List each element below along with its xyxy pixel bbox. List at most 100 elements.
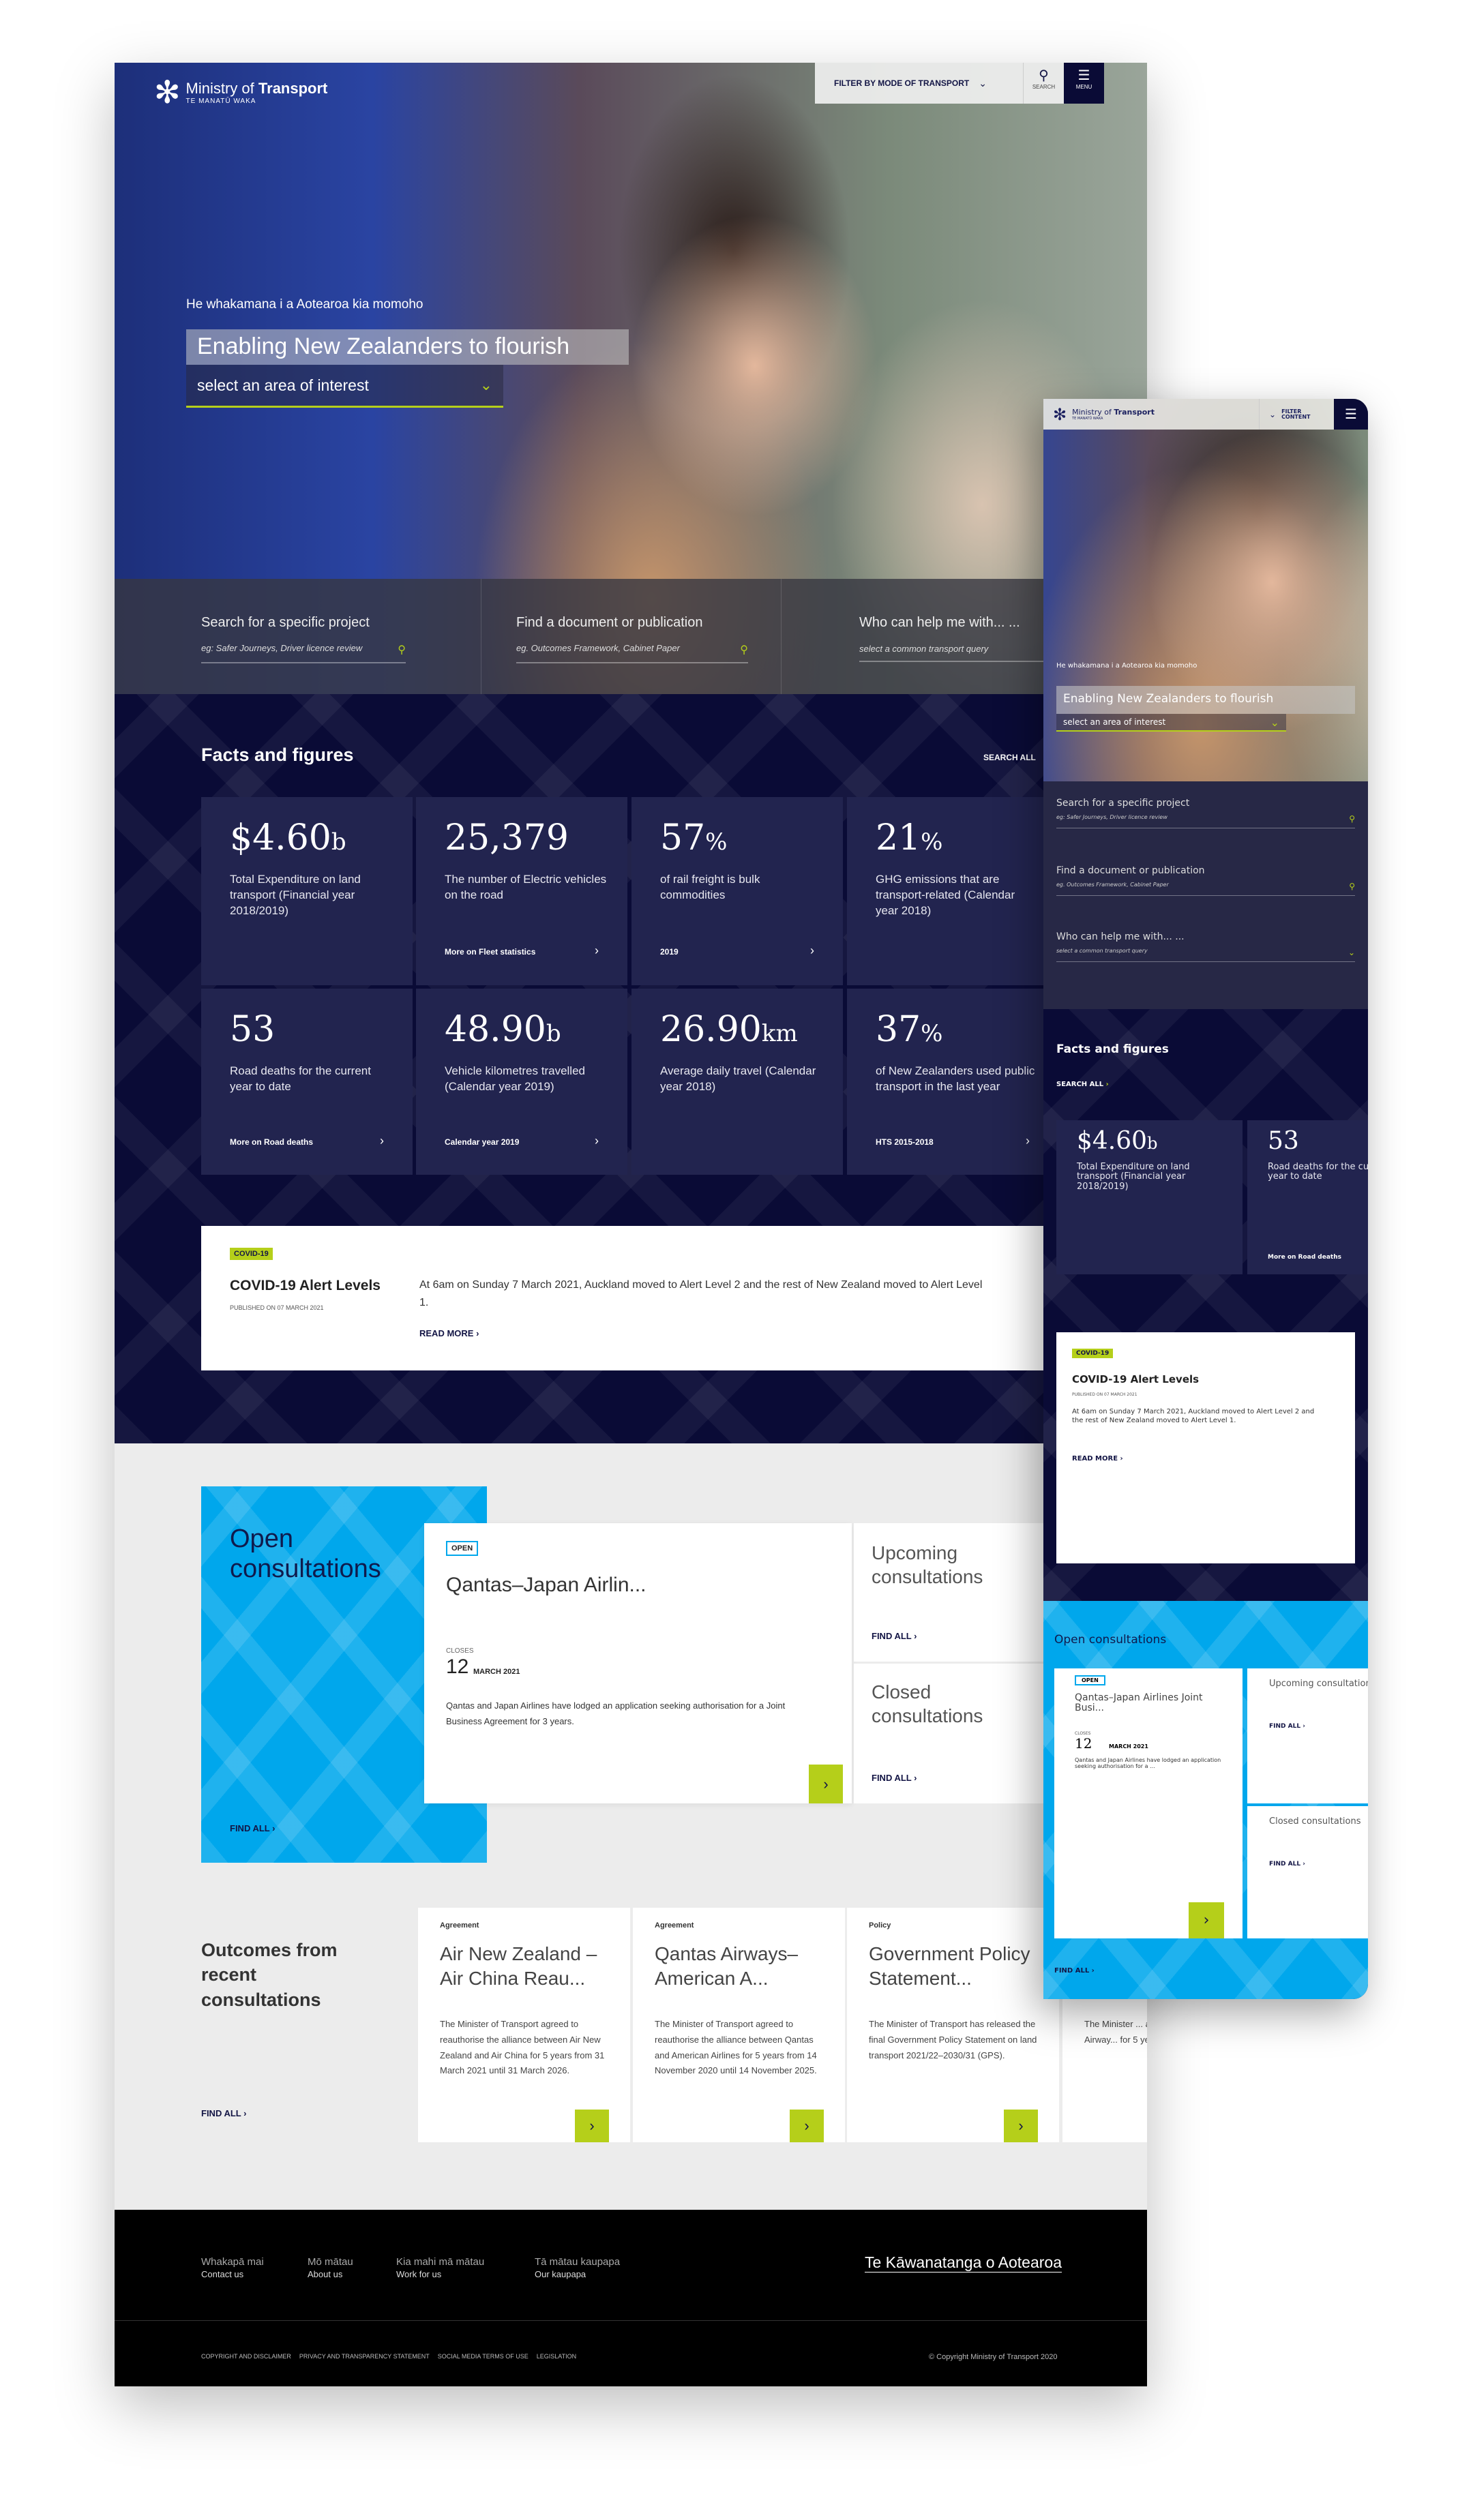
fact-label: GHG emissions that are transport-related…	[876, 873, 1015, 917]
outcome-arrow-button[interactable]: ›	[575, 2110, 609, 2142]
legal-link[interactable]: PRIVACY AND TRANSPARENCY STATEMENT	[299, 2353, 430, 2360]
hero-image	[1043, 399, 1368, 781]
outcomes-find-all-link[interactable]: FIND ALL ›	[201, 2108, 247, 2118]
footer-link[interactable]: Tā mātau kaupapa Our kaupapa	[535, 2256, 620, 2279]
menu-button[interactable]: ☰	[1334, 399, 1368, 430]
filter-mode-button[interactable]: FILTER BY MODE OF TRANSPORT ⌄	[815, 63, 1023, 104]
search-input[interactable]: eg. Outcomes Framework, Cabinet Paper	[516, 643, 680, 653]
fact-card: 26.90km Average daily travel (Calendar y…	[631, 989, 843, 1175]
upcoming-consultations-card[interactable]: Upcoming consultations FIND ALL ›	[1247, 1668, 1368, 1803]
open-find-all-link[interactable]: FIND ALL ›	[230, 1823, 276, 1833]
query-select[interactable]: select a common transport query	[859, 644, 989, 654]
search-panel	[1043, 781, 1368, 1009]
help-query-select[interactable]: Who can help me with... ... select a com…	[859, 615, 1064, 662]
mobile-search-field[interactable]: Search for a specific project eg: Safer …	[1056, 798, 1355, 828]
fact-link[interactable]: More on Fleet statistics	[445, 947, 536, 957]
logo[interactable]: ✻ Ministry of Transport TE MANATŪ WAKA	[154, 76, 327, 108]
covid-published: PUBLISHED ON 07 MARCH 2021	[1072, 1392, 1137, 1397]
read-more-link[interactable]: READ MORE ›	[1072, 1455, 1123, 1462]
footer-link-english: Our kaupapa	[535, 2269, 586, 2279]
search-input[interactable]: eg: Safer Journeys, Driver licence revie…	[201, 643, 363, 653]
footer-link[interactable]: Whakapā mai Contact us	[201, 2256, 264, 2279]
chevron-right-icon[interactable]: ›	[595, 1134, 599, 1148]
open-find-all-link[interactable]: FIND ALL ›	[1054, 1967, 1095, 1975]
document-search[interactable]: Find a document or publication eg. Outco…	[516, 615, 748, 663]
outcome-arrow-button[interactable]: ›	[790, 2110, 824, 2142]
fact-value: 26.90	[660, 1009, 762, 1050]
mobile-search-field[interactable]: Find a document or publication eg. Outco…	[1056, 865, 1355, 896]
search-all-link[interactable]: SEARCH ALL	[983, 753, 1036, 762]
search-input[interactable]: eg. Outcomes Framework, Cabinet Paper	[1056, 882, 1169, 888]
search-icon[interactable]: ⚲	[1349, 814, 1355, 824]
open-consultation-card[interactable]: OPEN Qantas–Japan Airlines Joint Busi...…	[1054, 1668, 1243, 1938]
chevron-right-icon[interactable]: ›	[595, 944, 599, 957]
logo[interactable]: ✻ Ministry of Transport TE MANATŪ WAKA	[1043, 399, 1259, 430]
fact-link[interactable]: 2019	[660, 947, 679, 957]
chevron-down-icon[interactable]: ⌄	[1348, 948, 1355, 957]
outcome-body: The Minister ... authorise an ... Britis…	[1084, 2019, 1147, 2045]
fact-card: $4.60b Total Expenditure on land transpo…	[201, 797, 413, 985]
search-input[interactable]: select a common transport query	[1056, 948, 1148, 954]
chevron-right-icon: ›	[589, 2117, 595, 2134]
open-consultation-arrow-button[interactable]: ›	[809, 1765, 843, 1803]
facts-title: Facts and figures	[1056, 1042, 1169, 1056]
brand-sub: TE MANATŪ WAKA	[1072, 417, 1103, 421]
menu-button[interactable]: ☰ MENU	[1064, 63, 1104, 104]
search-icon[interactable]: ⚲	[740, 644, 748, 656]
legal-link[interactable]: SOCIAL MEDIA TERMS OF USE	[437, 2353, 529, 2360]
hero-tagline: He whakamana i a Aotearoa kia momoho	[1056, 662, 1197, 670]
closed-consultations-card[interactable]: Closed consultations FIND ALL ›	[1247, 1806, 1368, 1938]
fact-link[interactable]: Calendar year 2019	[445, 1137, 520, 1147]
select-placeholder: select an area of interest	[197, 376, 369, 394]
consultation-body: Qantas and Japan Airlines have lodged an…	[1075, 1757, 1221, 1770]
outcome-card[interactable]: Agreement Qantas Airways–American A... T…	[633, 1908, 846, 2142]
area-of-interest-select[interactable]: select an area of interest ⌄	[186, 365, 503, 408]
project-search[interactable]: Search for a specific project eg: Safer …	[201, 615, 406, 663]
hamburger-icon: ☰	[1077, 68, 1090, 83]
closed-find-all-link[interactable]: FIND ALL ›	[1269, 1861, 1305, 1867]
open-badge: OPEN	[446, 1541, 479, 1556]
fact-value: 37	[876, 1009, 921, 1050]
read-more-label: READ MORE	[1072, 1455, 1118, 1462]
search-button[interactable]: ⚲ SEARCH	[1023, 63, 1064, 104]
chevron-right-icon: ›	[823, 1775, 829, 1792]
consultation-title: Qantas–Japan Airlin...	[446, 1574, 646, 1596]
govt-logo[interactable]: Te Kāwanatanga o Aotearoa	[865, 2253, 1062, 2272]
fact-link[interactable]: More on Road deaths	[230, 1137, 314, 1147]
open-consultation-card[interactable]: OPEN Qantas–Japan Airlin... CLOSES 12 MA…	[424, 1523, 852, 1803]
chevron-right-icon[interactable]: ›	[380, 1134, 384, 1148]
filter-content-button[interactable]: ⌄ FILTER CONTENT	[1259, 399, 1334, 430]
search-all-link[interactable]: SEARCH ALL ›	[1056, 1081, 1109, 1088]
chevron-right-icon[interactable]: ›	[1026, 1134, 1030, 1148]
covid-tag: COVID-19	[1072, 1349, 1114, 1358]
area-of-interest-select[interactable]: select an area of interest ⌄	[1056, 714, 1286, 732]
search-icon: ⚲	[1039, 68, 1049, 83]
outcome-type: Policy	[869, 1921, 891, 1930]
fact-link[interactable]: HTS 2015-2018	[876, 1137, 934, 1147]
search-icon[interactable]: ⚲	[1349, 882, 1355, 891]
fact-value: $4.60	[230, 817, 331, 858]
legal-link[interactable]: LEGISLATION	[536, 2353, 577, 2360]
upcoming-find-all-link[interactable]: FIND ALL ›	[1269, 1723, 1305, 1730]
open-consultation-arrow-button[interactable]: ›	[1189, 1902, 1224, 1938]
outcome-arrow-button[interactable]: ›	[1004, 2110, 1038, 2142]
search-icon[interactable]: ⚲	[398, 644, 406, 656]
brand-name-bold: Transport	[1114, 408, 1155, 417]
search-input[interactable]: eg: Safer Journeys, Driver licence revie…	[1056, 814, 1167, 820]
fact-unit: km	[761, 1020, 798, 1047]
legal-link[interactable]: COPYRIGHT AND DISCLAIMER	[201, 2353, 291, 2360]
covid-published: PUBLISHED ON 07 MARCH 2021	[230, 1304, 324, 1311]
read-more-link[interactable]: READ MORE ›	[419, 1328, 479, 1338]
fact-link[interactable]: More on Road deaths	[1268, 1254, 1341, 1261]
outcome-card[interactable]: Policy Government Policy Statement... Th…	[847, 1908, 1060, 2142]
footer-link[interactable]: Kia mahi mā mātau Work for us	[396, 2256, 484, 2279]
closed-find-all-link[interactable]: FIND ALL ›	[872, 1773, 917, 1783]
upcoming-find-all-link[interactable]: FIND ALL ›	[872, 1631, 917, 1641]
chevron-down-icon: ⌄	[1269, 409, 1277, 419]
mobile-search-field[interactable]: Who can help me with... ... select a com…	[1056, 931, 1355, 962]
footer-link[interactable]: Mō mātau About us	[308, 2256, 353, 2279]
covid-card: COVID-19 COVID-19 Alert Levels PUBLISHED…	[201, 1226, 1147, 1370]
close-month: MARCH 2021	[1109, 1743, 1148, 1750]
chevron-right-icon[interactable]: ›	[810, 944, 814, 957]
outcome-card[interactable]: Agreement Air New Zealand – Air China Re…	[418, 1908, 631, 2142]
